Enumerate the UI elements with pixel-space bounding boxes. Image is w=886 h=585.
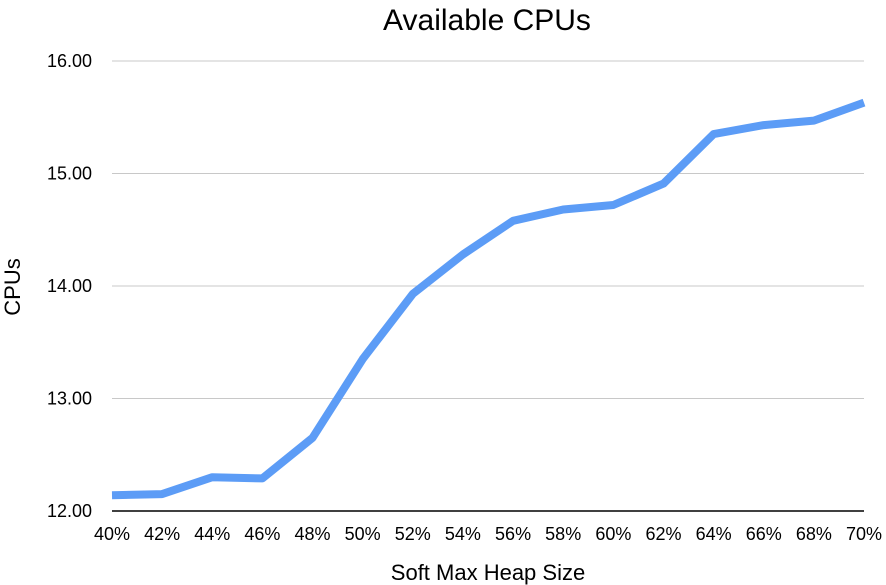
x-tick-label: 62% [645, 524, 681, 544]
x-tick-label: 48% [295, 524, 331, 544]
y-tick-label: 16.00 [47, 51, 92, 71]
x-tick-label: 50% [345, 524, 381, 544]
x-tick-label: 64% [696, 524, 732, 544]
chart-title: Available CPUs [383, 4, 591, 37]
x-tick-label: 46% [244, 524, 280, 544]
x-tick-label: 56% [495, 524, 531, 544]
x-tick-label: 60% [595, 524, 631, 544]
series-layer [111, 98, 866, 500]
x-axis-label: Soft Max Heap Size [391, 560, 585, 585]
x-tick-label: 40% [94, 524, 130, 544]
x-tick-label: 70% [846, 524, 882, 544]
y-tick-label: 14.00 [47, 276, 92, 296]
x-tick-label: 58% [545, 524, 581, 544]
y-axis-ticks: 12.00 13.00 14.00 15.00 16.00 [47, 51, 92, 521]
y-axis-label: CPUs [0, 258, 25, 315]
series-line [111, 98, 866, 500]
x-tick-label: 42% [144, 524, 180, 544]
x-tick-label: 52% [395, 524, 431, 544]
x-tick-label: 44% [194, 524, 230, 544]
x-tick-label: 66% [746, 524, 782, 544]
y-tick-label: 15.00 [47, 164, 92, 184]
y-tick-label: 12.00 [47, 501, 92, 521]
x-tick-label: 68% [796, 524, 832, 544]
x-axis-ticks: 40% 42% 44% 46% 48% 50% 52% 54% 56% 58% 60% 62% 64% 6… [94, 524, 882, 544]
y-tick-label: 13.00 [47, 389, 92, 409]
gridlines [112, 60, 864, 512]
x-tick-label: 54% [445, 524, 481, 544]
